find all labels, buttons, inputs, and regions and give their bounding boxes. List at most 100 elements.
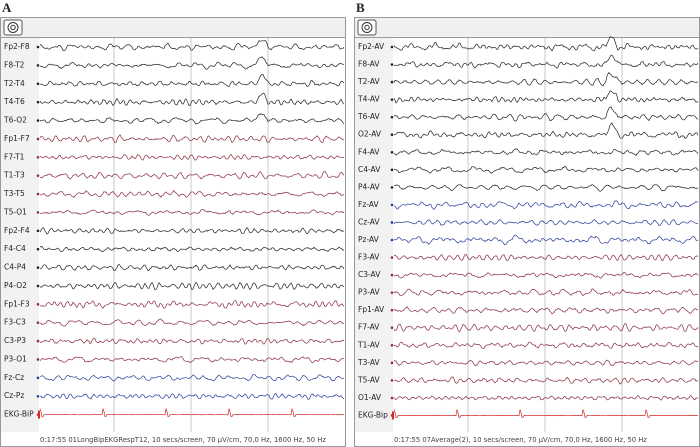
channel-label: T1-T3 bbox=[3, 171, 25, 180]
channel-label: Fp2-AV bbox=[358, 42, 385, 51]
channel-dot bbox=[390, 150, 394, 154]
channel-label: T4-AV bbox=[357, 95, 381, 104]
channel-dot bbox=[390, 256, 394, 259]
channel-label: F3-AV bbox=[358, 253, 380, 262]
channel-dot bbox=[36, 266, 40, 269]
channel-dot bbox=[390, 273, 394, 277]
channel-label: T5-AV bbox=[357, 375, 381, 384]
eeg-trace bbox=[393, 122, 699, 139]
channel-dot bbox=[390, 379, 394, 382]
eeg-trace bbox=[393, 376, 699, 385]
channel-label: Cz-AV bbox=[358, 217, 380, 226]
channel-label: Fp2-F8 bbox=[4, 42, 30, 51]
eeg-trace bbox=[39, 92, 345, 107]
channel-label: Cz-Pz bbox=[4, 391, 24, 400]
eeg-trace bbox=[39, 392, 345, 400]
channel-dot bbox=[390, 291, 394, 294]
channel-label: T3-T5 bbox=[3, 189, 25, 198]
eeg-trace bbox=[39, 281, 345, 291]
montage-button bbox=[3, 19, 23, 36]
footer-status: 0:17:55 01LongBipEKGRespT12, 10 secs/scr… bbox=[40, 436, 326, 444]
eeg-trace bbox=[39, 337, 345, 345]
channel-label: EKG-Bip bbox=[358, 410, 388, 419]
channel-dot bbox=[390, 396, 394, 400]
channel-dot bbox=[390, 361, 394, 365]
channel-dot bbox=[36, 247, 40, 251]
panel-letter: A bbox=[2, 0, 12, 15]
channel-label: F8-T2 bbox=[4, 60, 25, 69]
channel-label: Fp1-F7 bbox=[4, 134, 30, 143]
eeg-trace bbox=[393, 165, 699, 174]
channel-label: O1-AV bbox=[358, 393, 382, 402]
channel-dot bbox=[36, 211, 40, 214]
channel-label: T1-AV bbox=[357, 340, 381, 349]
eeg-trace bbox=[39, 56, 345, 70]
toolbar bbox=[354, 17, 700, 38]
channel-dot bbox=[36, 229, 40, 233]
eeg-trace bbox=[39, 356, 345, 363]
label-column bbox=[355, 38, 393, 432]
channel-label: O2-AV bbox=[358, 130, 382, 139]
channel-label: F3-C3 bbox=[4, 318, 26, 327]
eeg-trace bbox=[393, 271, 699, 279]
channel-dot bbox=[390, 115, 394, 119]
eeg-trace bbox=[39, 300, 345, 309]
eeg-trace bbox=[39, 246, 345, 252]
eeg-trace bbox=[39, 374, 345, 382]
channel-label: T2-T4 bbox=[3, 79, 25, 88]
eeg-trace bbox=[393, 341, 699, 349]
channel-dot bbox=[36, 82, 40, 86]
channel-dot bbox=[36, 155, 40, 159]
label-column bbox=[1, 38, 39, 432]
eeg-trace bbox=[393, 395, 699, 401]
eeg-trace bbox=[393, 219, 699, 226]
eeg-trace bbox=[393, 54, 699, 69]
ekg-marker bbox=[38, 410, 40, 419]
eeg-trace bbox=[393, 306, 699, 315]
channel-dot bbox=[36, 376, 40, 380]
eeg-trace bbox=[39, 113, 345, 125]
channel-label: P4-O2 bbox=[4, 281, 27, 290]
eeg-trace bbox=[393, 234, 699, 246]
channel-dot bbox=[36, 174, 40, 177]
eeg-trace bbox=[393, 200, 699, 211]
eeg-trace bbox=[393, 409, 699, 419]
eeg-trace bbox=[39, 170, 345, 180]
panel-frame bbox=[354, 17, 700, 447]
eeg-trace bbox=[39, 74, 345, 87]
eeg-trace bbox=[393, 106, 699, 122]
eeg-trace bbox=[39, 153, 345, 161]
eeg-panel: B Fp2-AV F8-AV T2-AV T4-AV T6-AV O2-AV F4-AV C4-… bbox=[354, 0, 700, 447]
button-icon bbox=[364, 24, 370, 31]
eeg-trace bbox=[393, 90, 699, 104]
channel-label: Fz-Cz bbox=[4, 373, 24, 382]
channel-label: C3-AV bbox=[358, 270, 381, 279]
channel-label: Fz-AV bbox=[358, 200, 379, 209]
eeg-panel: A Fp2-F8 F8-T2 T2-T4 T4-T6 T6-O2 Fp1-F7 F7-T1 T1… bbox=[0, 0, 346, 447]
channel-dot bbox=[390, 203, 394, 207]
channel-label: C4-AV bbox=[358, 165, 381, 174]
eeg-trace bbox=[39, 318, 345, 327]
eeg-trace bbox=[39, 227, 345, 235]
channel-dot bbox=[36, 394, 40, 398]
channel-dot bbox=[36, 303, 40, 306]
channel-dot bbox=[36, 100, 40, 104]
channel-label: F4-C4 bbox=[4, 244, 26, 253]
ekg-marker bbox=[392, 411, 394, 420]
eeg-trace bbox=[393, 71, 699, 87]
channel-dot bbox=[390, 133, 394, 137]
channel-label: Pz-AV bbox=[358, 235, 380, 244]
channel-dot bbox=[390, 343, 394, 347]
channel-dot bbox=[390, 168, 394, 172]
button-icon bbox=[10, 24, 16, 31]
channel-label: C3-P3 bbox=[4, 336, 26, 345]
channel-label: P3-AV bbox=[358, 288, 380, 297]
channel-dot bbox=[390, 308, 394, 312]
channel-dot bbox=[36, 119, 40, 122]
eeg-trace bbox=[393, 288, 699, 297]
channel-dot bbox=[390, 186, 394, 189]
channel-dot bbox=[390, 63, 394, 66]
eeg-trace bbox=[393, 148, 699, 157]
eeg-trace bbox=[39, 134, 345, 144]
button-icon bbox=[361, 22, 373, 33]
